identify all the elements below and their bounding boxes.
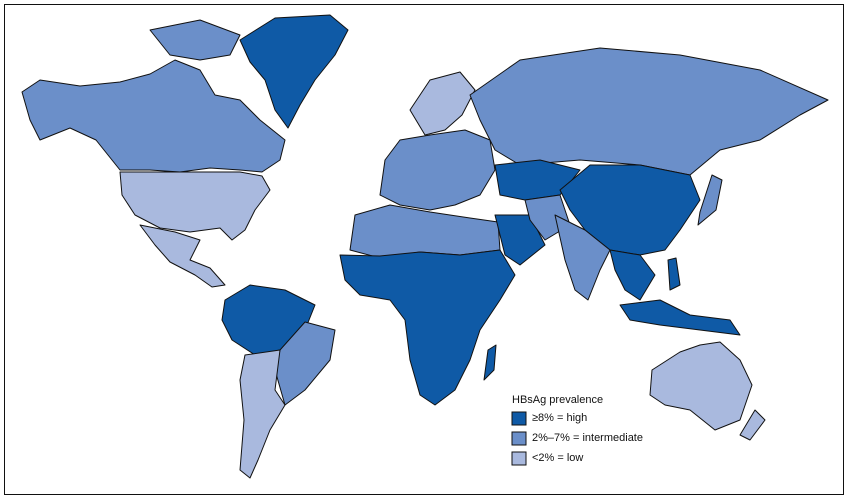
legend-label: 2%–7% = intermediate bbox=[532, 432, 643, 444]
region-japan bbox=[697, 174, 723, 226]
region-southeast-asia bbox=[609, 249, 656, 301]
region-new-zealand bbox=[739, 409, 766, 441]
legend-swatch bbox=[511, 451, 527, 466]
region-philippines bbox=[667, 257, 681, 291]
region-usa bbox=[119, 171, 271, 241]
legend-swatch bbox=[511, 411, 527, 426]
region-madagascar bbox=[483, 344, 497, 381]
region-indonesia bbox=[619, 299, 741, 336]
world-map bbox=[21, 14, 829, 479]
region-india bbox=[554, 214, 611, 301]
region-sub-saharan-africa bbox=[339, 249, 516, 406]
region-arabia bbox=[494, 214, 546, 266]
region-australia bbox=[649, 341, 753, 431]
legend-label: <2% = low bbox=[532, 452, 583, 464]
legend-swatch bbox=[511, 431, 527, 446]
region-russia bbox=[469, 47, 829, 176]
region-europe bbox=[379, 129, 496, 211]
region-scandinavia bbox=[409, 71, 476, 136]
region-mexico bbox=[139, 224, 226, 288]
region-china bbox=[559, 164, 701, 256]
region-greenland bbox=[239, 14, 349, 129]
region-arctic-islands bbox=[149, 19, 241, 61]
legend-title: HBsAg prevalence bbox=[512, 394, 603, 406]
region-canada bbox=[21, 59, 286, 173]
region-south-america-south bbox=[239, 349, 286, 479]
legend-label: ≥8% = high bbox=[532, 412, 587, 424]
legend: HBsAg prevalence ≥8% = high 2%–7% = inter… bbox=[511, 394, 643, 466]
